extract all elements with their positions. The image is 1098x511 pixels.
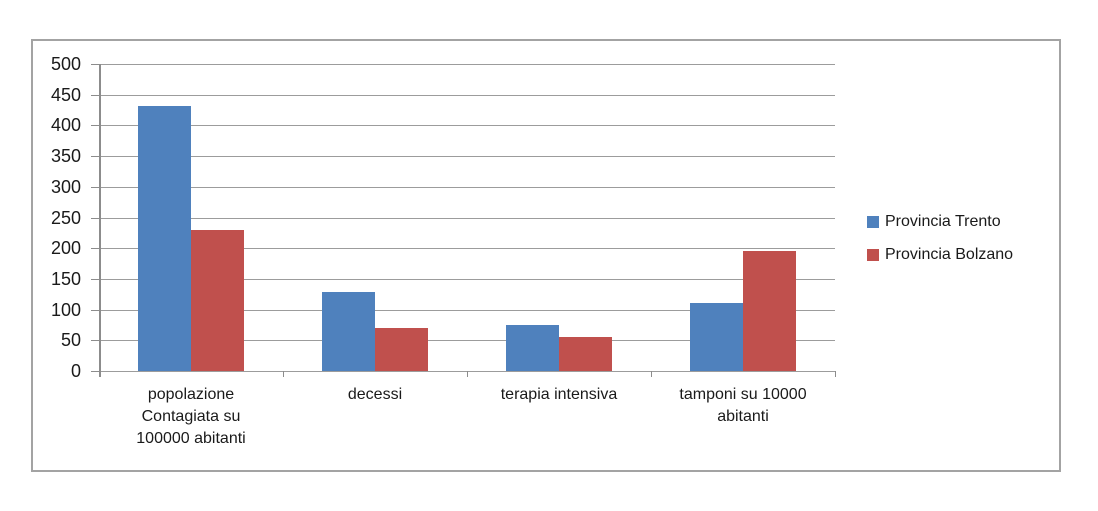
y-tick-label: 300 xyxy=(50,176,81,197)
legend-label: Provincia Bolzano xyxy=(885,246,1014,263)
bar-provincia-bolzano-c2 xyxy=(559,337,612,371)
legend: Provincia Trento Provincia Bolzano xyxy=(867,213,1013,279)
gridline xyxy=(99,309,835,311)
y-tick-label: 100 xyxy=(50,299,81,320)
y-tick-mark xyxy=(91,156,99,158)
gridline xyxy=(99,340,835,342)
x-category-label: tamponi su 10000 abitanti xyxy=(679,386,807,425)
plot-area xyxy=(99,64,835,372)
legend-item-provincia-bolzano: Provincia Bolzano xyxy=(867,246,1013,264)
y-tick-mark xyxy=(91,64,99,65)
legend-swatch-icon xyxy=(867,216,879,228)
x-tick-mark xyxy=(651,371,652,377)
y-tick-mark xyxy=(91,371,99,372)
y-tick-mark xyxy=(91,125,99,127)
y-tick-mark xyxy=(91,340,99,342)
gridline xyxy=(99,94,835,96)
x-tick-mark xyxy=(99,371,100,377)
bar-provincia-bolzano-c1 xyxy=(375,328,428,371)
y-tick-mark xyxy=(91,248,99,250)
y-tick-label: 350 xyxy=(50,146,81,167)
y-tick-label: 50 xyxy=(60,330,81,351)
x-category-label: decessi xyxy=(347,386,403,403)
y-tick-label: 250 xyxy=(50,207,81,228)
y-tick-label: 450 xyxy=(50,84,81,105)
x-tick-mark xyxy=(283,371,284,377)
y-tick-label: 200 xyxy=(50,238,81,259)
x-tick-mark xyxy=(467,371,468,377)
y-tick-mark xyxy=(91,186,99,188)
gridline xyxy=(99,64,835,65)
bar-provincia-bolzano-c3 xyxy=(743,251,796,371)
legend-item-provincia-trento: Provincia Trento xyxy=(867,213,1013,231)
x-tick-mark xyxy=(835,371,836,377)
y-tick-mark xyxy=(91,94,99,96)
legend-swatch-icon xyxy=(867,249,879,261)
y-tick-label: 150 xyxy=(50,268,81,289)
chart-frame: 0 50 100 150 200 250 300 350 400 450 500 popolazio… xyxy=(31,39,1061,472)
y-tick-mark xyxy=(91,278,99,280)
bar-provincia-trento-c3 xyxy=(690,303,743,371)
y-tick-mark xyxy=(91,217,99,219)
y-tick-mark xyxy=(91,309,99,311)
bar-provincia-trento-c0 xyxy=(138,105,191,371)
bar-provincia-bolzano-c0 xyxy=(191,229,244,371)
x-category-label: terapia intensiva xyxy=(500,386,618,403)
legend-label: Provincia Trento xyxy=(885,213,1001,230)
y-tick-label: 500 xyxy=(50,54,81,74)
gridline xyxy=(99,217,835,219)
gridline xyxy=(99,156,835,158)
bar-provincia-trento-c1 xyxy=(322,292,375,371)
gridline xyxy=(99,186,835,188)
bar-provincia-trento-c2 xyxy=(506,324,559,371)
y-tick-label: 0 xyxy=(70,361,81,381)
gridline xyxy=(99,248,835,250)
gridline xyxy=(99,125,835,127)
gridline xyxy=(99,278,835,280)
y-axis-line xyxy=(99,64,101,377)
x-category-label: popolazione Contagiata su 100000 abitant… xyxy=(136,386,246,447)
y-tick-label: 400 xyxy=(50,115,81,136)
